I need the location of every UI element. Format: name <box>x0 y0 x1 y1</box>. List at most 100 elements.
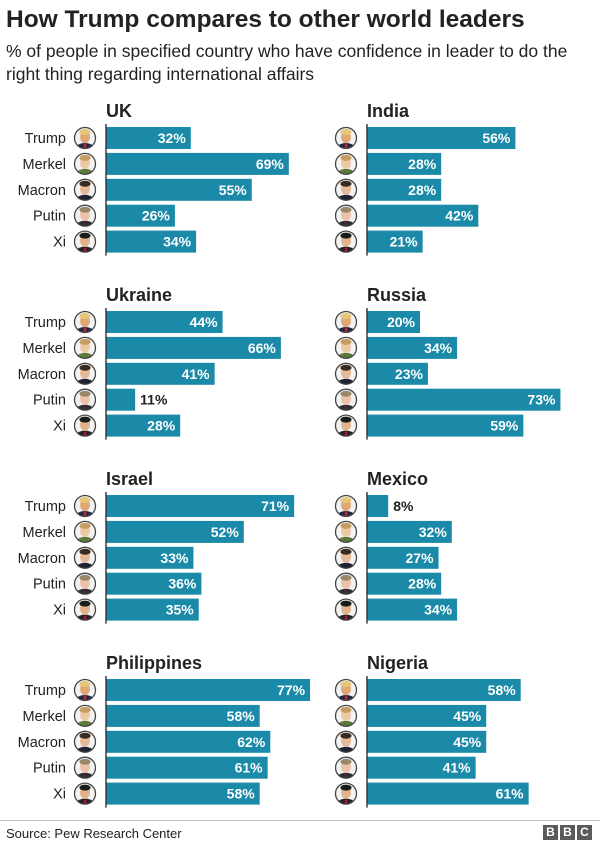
putin-portrait-icon <box>73 572 97 595</box>
value-label: 34% <box>163 234 192 250</box>
putin-portrait-icon <box>334 572 358 595</box>
trump-portrait-icon <box>73 310 97 334</box>
panel-russia: Russia 20% 34%23% 73% 59% <box>334 285 561 440</box>
bar-xi <box>367 414 524 437</box>
macron-portrait-icon <box>334 362 358 385</box>
bar-macron <box>106 178 252 201</box>
bar-macron <box>367 546 439 569</box>
value-label: 69% <box>256 156 285 172</box>
small-multiples-bar-chart: UK Trump 32% Merkel 69% Macron 55% Putin 26% Xi 34… <box>18 101 561 808</box>
panel-india: India 56% 28% 28% 42% 21% <box>334 101 516 256</box>
panel-title: Mexico <box>367 469 428 489</box>
value-label: 45% <box>453 708 482 724</box>
merkel-portrait-icon <box>73 336 97 360</box>
leader-label: Putin <box>33 393 66 409</box>
leader-label: Xi <box>53 235 66 251</box>
leader-label: Xi <box>53 419 66 435</box>
value-label: 35% <box>166 602 195 618</box>
panel-nigeria: Nigeria 58% 45% 45% 41% 61% <box>334 653 529 808</box>
panel-title: India <box>367 101 410 121</box>
trump-portrait-icon <box>334 126 358 150</box>
value-label: 36% <box>168 576 197 592</box>
panel-title: Israel <box>106 469 153 489</box>
value-label: 58% <box>227 786 256 802</box>
value-label: 23% <box>395 366 424 382</box>
bar-merkel <box>367 704 487 727</box>
putin-portrait-icon <box>73 204 97 227</box>
panel-mexico: Mexico 8% 32% 27% 28% 34% <box>334 469 458 624</box>
value-label: 71% <box>261 498 290 514</box>
bar-putin <box>106 388 136 411</box>
merkel-portrait-icon <box>73 152 97 176</box>
leader-label: Putin <box>33 209 66 225</box>
leader-label: Merkel <box>22 709 66 725</box>
bar-xi <box>106 598 199 621</box>
bar-macron <box>367 178 442 201</box>
bar-xi <box>106 230 197 253</box>
merkel-portrait-icon <box>334 520 358 544</box>
bar-merkel <box>367 152 442 175</box>
value-label: 33% <box>160 550 189 566</box>
value-label: 41% <box>182 366 211 382</box>
value-label: 59% <box>490 418 519 434</box>
value-label: 32% <box>158 130 187 146</box>
bbc-logo-letter: B <box>543 825 558 840</box>
bar-merkel <box>367 520 452 543</box>
xi-portrait-icon <box>334 782 358 805</box>
leader-label: Merkel <box>22 157 66 173</box>
bar-putin <box>367 388 561 411</box>
value-label: 56% <box>482 130 511 146</box>
bar-xi <box>367 230 423 253</box>
bar-putin <box>367 756 476 779</box>
value-label: 61% <box>235 760 264 776</box>
bar-putin <box>367 572 442 595</box>
trump-portrait-icon <box>334 310 358 334</box>
xi-portrait-icon <box>73 230 97 253</box>
putin-portrait-icon <box>334 756 358 779</box>
bar-trump <box>367 127 516 149</box>
value-label: 21% <box>390 234 419 250</box>
panel-title: Russia <box>367 285 427 305</box>
value-label: 20% <box>387 314 416 330</box>
bar-trump <box>367 311 420 333</box>
xi-portrait-icon <box>73 414 97 437</box>
trump-portrait-icon <box>73 678 97 702</box>
putin-portrait-icon <box>334 204 358 227</box>
bar-trump <box>367 495 389 517</box>
macron-portrait-icon <box>334 178 358 201</box>
trump-portrait-icon <box>73 126 97 150</box>
bar-xi <box>367 598 458 621</box>
bar-macron <box>106 362 215 385</box>
value-label: 77% <box>277 682 306 698</box>
leader-label: Xi <box>53 787 66 803</box>
footer-divider <box>0 820 600 821</box>
value-label: 8% <box>393 498 414 514</box>
bar-trump <box>106 311 223 333</box>
leader-label: Macron <box>18 367 66 383</box>
bar-xi <box>367 782 529 805</box>
putin-portrait-icon <box>73 388 97 411</box>
bbc-logo-letter: C <box>577 825 592 840</box>
merkel-portrait-icon <box>334 152 358 176</box>
bar-merkel <box>106 704 260 727</box>
bar-trump <box>106 127 191 149</box>
macron-portrait-icon <box>73 730 97 753</box>
bar-merkel <box>106 336 281 359</box>
bar-macron <box>106 730 271 753</box>
xi-portrait-icon <box>73 598 97 621</box>
source-note: Source: Pew Research Center <box>6 826 182 841</box>
value-label: 26% <box>142 208 171 224</box>
panel-philippines: Philippines Trump 77% Merkel 58% Macron 62% Put… <box>18 653 311 808</box>
bar-trump <box>106 495 295 517</box>
leader-label: Xi <box>53 603 66 619</box>
bar-putin <box>106 756 268 779</box>
bar-macron <box>367 730 487 753</box>
value-label: 62% <box>237 734 266 750</box>
leader-label: Merkel <box>22 525 66 541</box>
macron-portrait-icon <box>73 362 97 385</box>
leader-label: Trump <box>25 315 66 331</box>
bbc-logo: B B C <box>543 825 592 840</box>
panel-title: UK <box>106 101 132 121</box>
trump-portrait-icon <box>334 494 358 518</box>
value-label: 44% <box>190 314 219 330</box>
